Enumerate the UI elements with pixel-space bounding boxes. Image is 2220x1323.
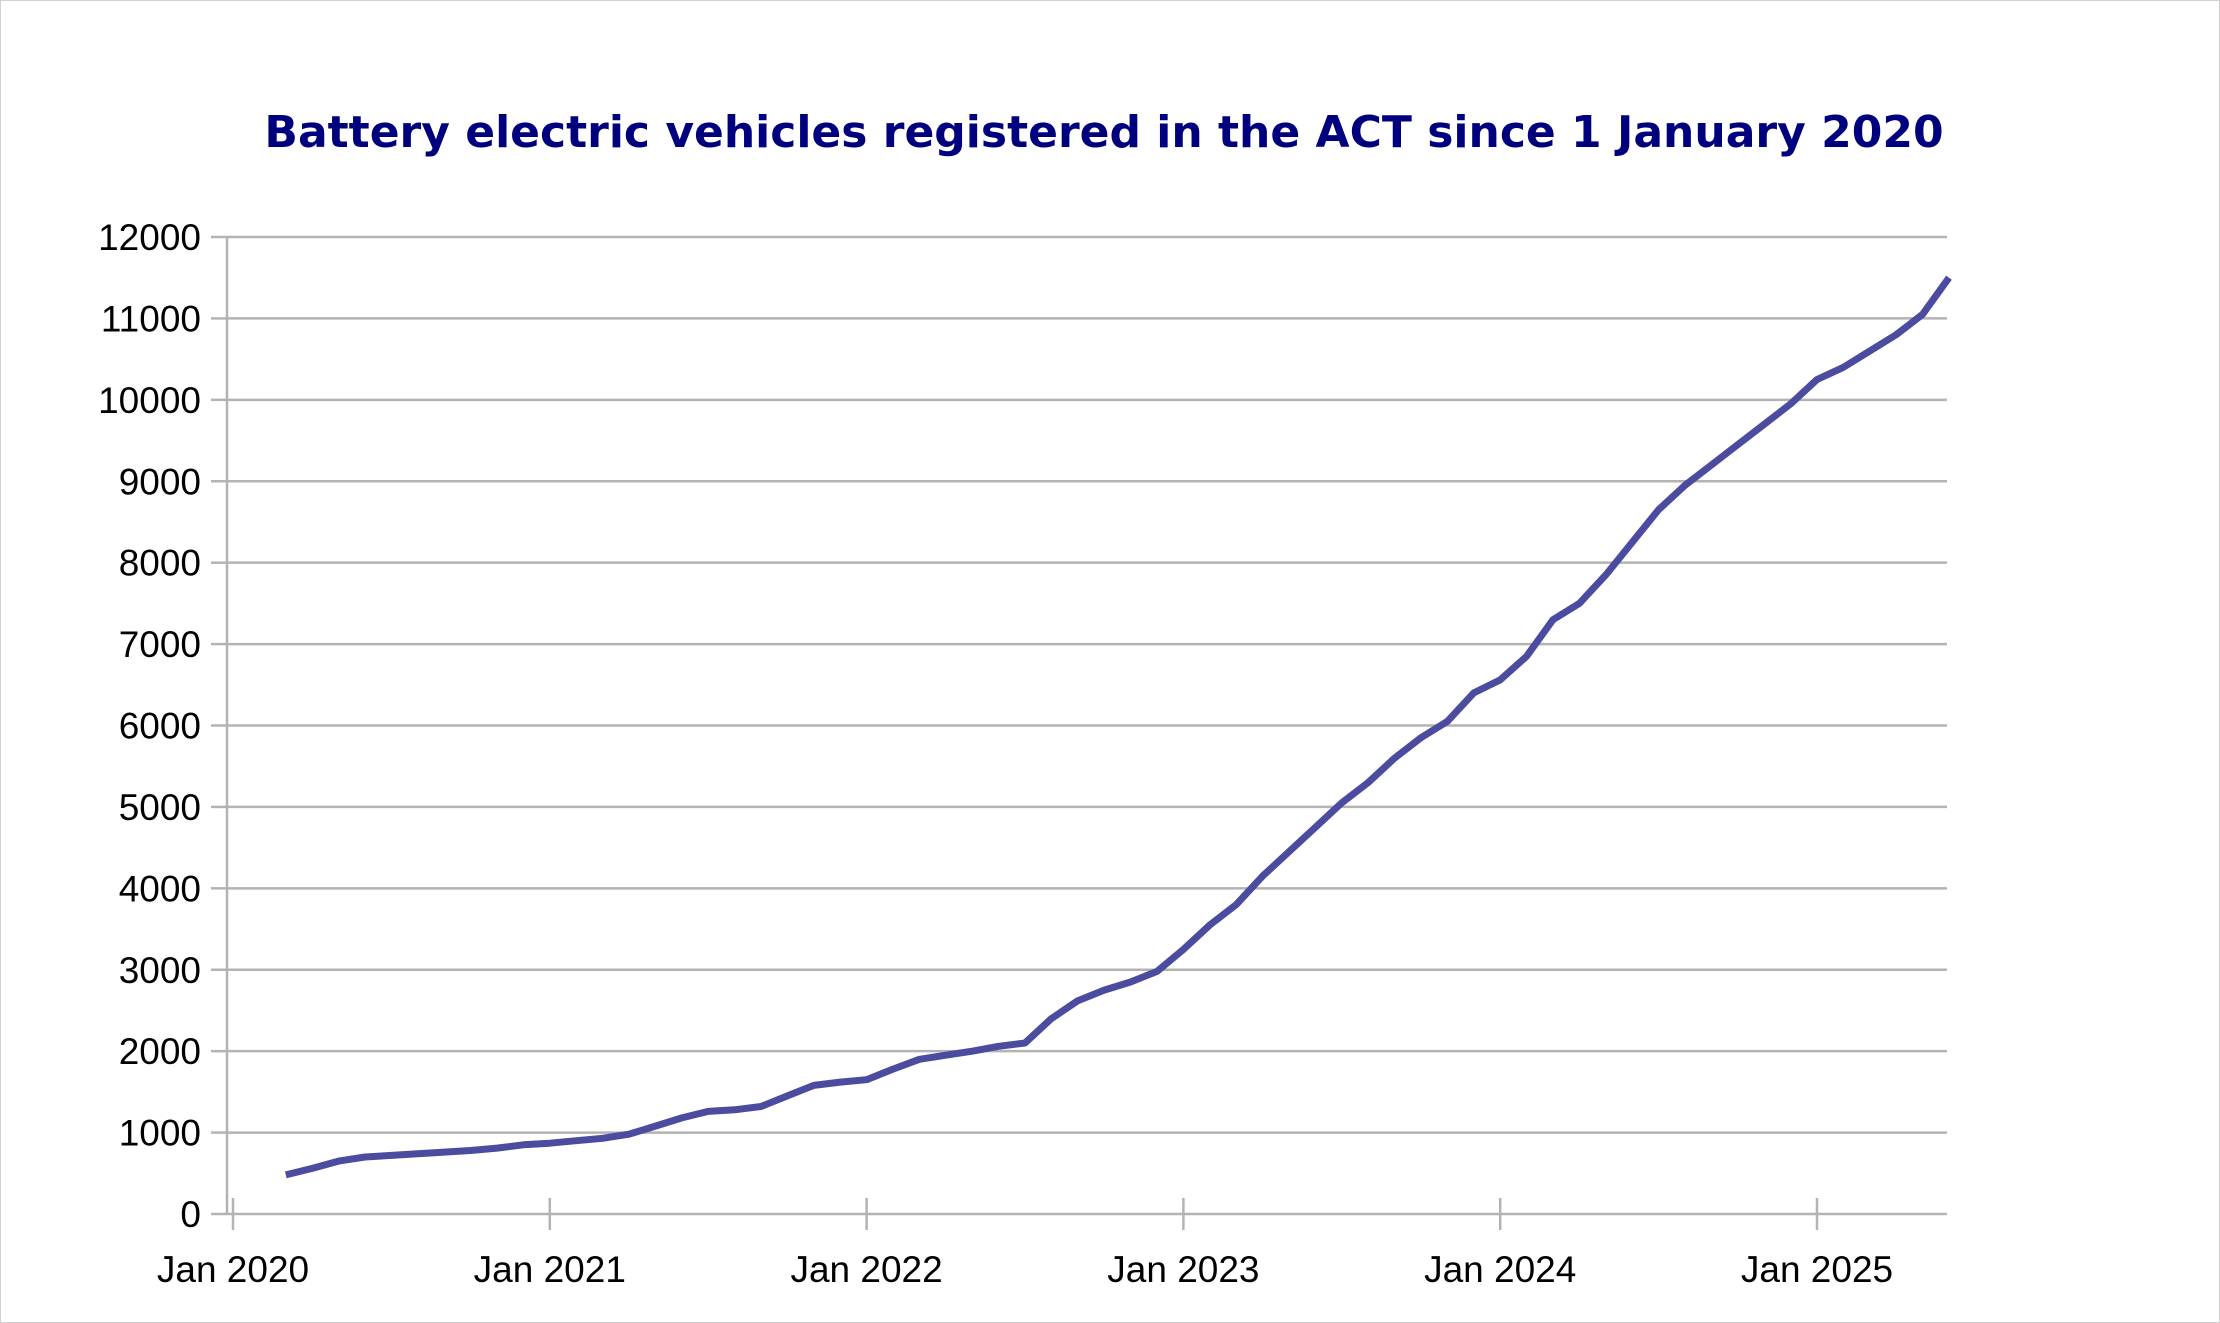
plot-area bbox=[284, 275, 1952, 1179]
y-tick-label: 11000 bbox=[101, 298, 201, 339]
x-tick-label: Jan 2024 bbox=[1424, 1249, 1576, 1290]
x-axis-tick-labels: Jan 2020 Jan 2021 Jan 2022 Jan 2023 Jan 2024… bbox=[157, 1249, 1893, 1290]
y-tick-label: 8000 bbox=[119, 543, 201, 584]
x-tick-label: Jan 2025 bbox=[1741, 1249, 1893, 1290]
axes bbox=[225, 237, 1947, 1230]
y-tick-label: 6000 bbox=[119, 706, 201, 747]
x-tick-label: Jan 2020 bbox=[157, 1249, 309, 1290]
y-tick-label: 12000 bbox=[98, 217, 201, 258]
y-tick-label: 9000 bbox=[119, 461, 201, 502]
y-axis-tick-labels: 0 1000 2000 3000 4000 5000 6000 7000 8000 9000 100… bbox=[98, 217, 201, 1235]
y-tick-label: 5000 bbox=[119, 787, 201, 828]
y-tick-label: 2000 bbox=[119, 1031, 201, 1072]
y-tick-label: 0 bbox=[180, 1194, 201, 1235]
y-tick-label: 1000 bbox=[119, 1113, 201, 1154]
y-tick-label: 7000 bbox=[119, 624, 201, 665]
x-tick-label: Jan 2021 bbox=[474, 1249, 626, 1290]
chart-title: Battery electric vehicles registered in … bbox=[264, 107, 1943, 158]
x-tick-label: Jan 2023 bbox=[1107, 1249, 1259, 1290]
y-tick-label: 4000 bbox=[119, 868, 201, 909]
y-tick-label: 3000 bbox=[119, 950, 201, 991]
x-tick-label: Jan 2022 bbox=[790, 1249, 942, 1290]
y-tick-label: 10000 bbox=[98, 380, 201, 421]
series-line-0 bbox=[284, 275, 1952, 1179]
gridlines bbox=[211, 235, 1947, 1216]
